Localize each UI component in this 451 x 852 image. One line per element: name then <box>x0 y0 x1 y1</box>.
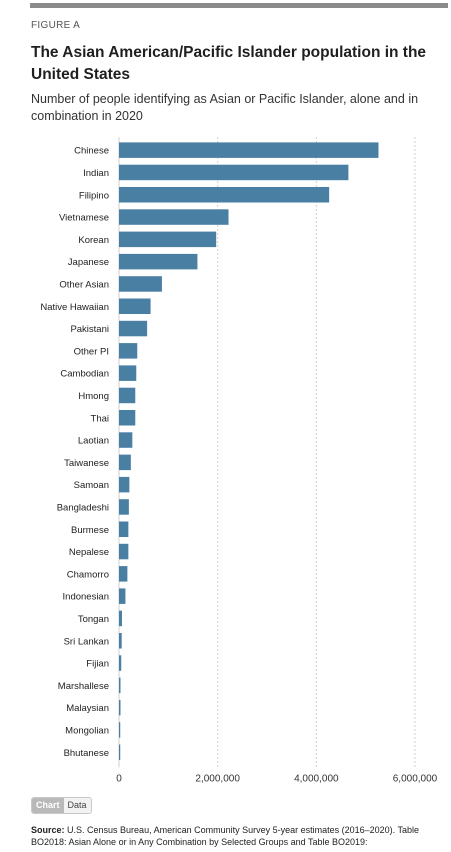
top-rule <box>30 3 448 8</box>
category-label: Taiwanese <box>64 458 109 469</box>
x-tick-label: 4,000,000 <box>294 773 339 784</box>
bar <box>119 320 148 337</box>
bar <box>119 722 121 738</box>
bar <box>119 610 122 627</box>
bar-chart: 0 2,000,000 4,000,000 6,000,000 Chinese India… <box>40 137 438 784</box>
category-label: Bangladeshi <box>57 502 109 513</box>
bar <box>119 454 131 471</box>
source-text: U.S. Census Bureau, American Community S… <box>31 825 420 847</box>
category-label: Nepalese <box>69 547 109 558</box>
bar <box>119 432 133 448</box>
category-label: Vietnamese <box>59 213 109 224</box>
category-label: Cambodian <box>60 369 109 380</box>
category-label: Korean <box>78 235 109 246</box>
category-label: Indian <box>83 168 109 179</box>
category-label: Fijian <box>86 659 109 670</box>
category-label: Pakistani <box>70 324 109 335</box>
source-note: Source: U.S. Census Bureau, American Com… <box>31 824 446 848</box>
source-label: Source: <box>31 825 65 835</box>
category-label: Mongolian <box>65 725 109 736</box>
category-label: Samoan <box>74 480 109 491</box>
category-label: Marshallese <box>58 681 109 692</box>
category-label: Thai <box>91 413 109 424</box>
category-label: Sri Lankan <box>64 636 109 647</box>
bar <box>119 677 121 694</box>
x-tick-label: 0 <box>116 773 122 784</box>
bar <box>119 253 198 270</box>
category-label: Bhutanese <box>64 748 109 759</box>
category-label: Tongan <box>78 614 109 625</box>
category-label: Chinese <box>74 146 109 157</box>
bar <box>119 699 121 716</box>
category-label: Malaysian <box>66 703 109 714</box>
category-label: Other Asian <box>59 279 109 290</box>
bar <box>119 298 151 314</box>
category-label: Japanese <box>68 257 109 268</box>
bar <box>119 387 136 404</box>
category-label: Burmese <box>71 525 109 536</box>
bar <box>119 231 217 248</box>
tab-chart[interactable]: Chart <box>32 798 64 813</box>
bar <box>119 744 121 760</box>
bar <box>119 410 136 426</box>
category-label: Filipino <box>79 190 109 201</box>
chart-subtitle: Number of people identifying as Asian or… <box>31 92 419 123</box>
category-label: Other PI <box>74 346 109 357</box>
bar <box>119 521 129 537</box>
category-label: Laotian <box>78 436 109 447</box>
bar <box>119 276 162 292</box>
bar <box>119 209 229 225</box>
category-label: Chamorro <box>67 569 109 580</box>
bar <box>119 499 129 515</box>
category-label: Indonesian <box>63 592 109 603</box>
category-label: Native Hawaiian <box>40 302 109 313</box>
bar <box>119 655 122 671</box>
bar <box>119 365 137 381</box>
bar <box>119 343 138 359</box>
bar <box>119 633 122 649</box>
figure-label: FIGURE A <box>31 20 81 31</box>
x-tick-label: 6,000,000 <box>393 773 438 784</box>
bar <box>119 566 128 582</box>
category-label: Hmong <box>78 391 109 402</box>
bar <box>119 164 349 181</box>
tab-data[interactable]: Data <box>63 798 91 813</box>
bar <box>119 476 130 493</box>
bar <box>119 588 126 604</box>
bar <box>119 142 379 158</box>
chart-title: The Asian American/Pacific Islander popu… <box>31 44 427 83</box>
bar <box>119 187 330 203</box>
x-tick-label: 2,000,000 <box>195 773 240 784</box>
view-toggle: Chart Data <box>31 797 92 814</box>
bar <box>119 543 129 560</box>
